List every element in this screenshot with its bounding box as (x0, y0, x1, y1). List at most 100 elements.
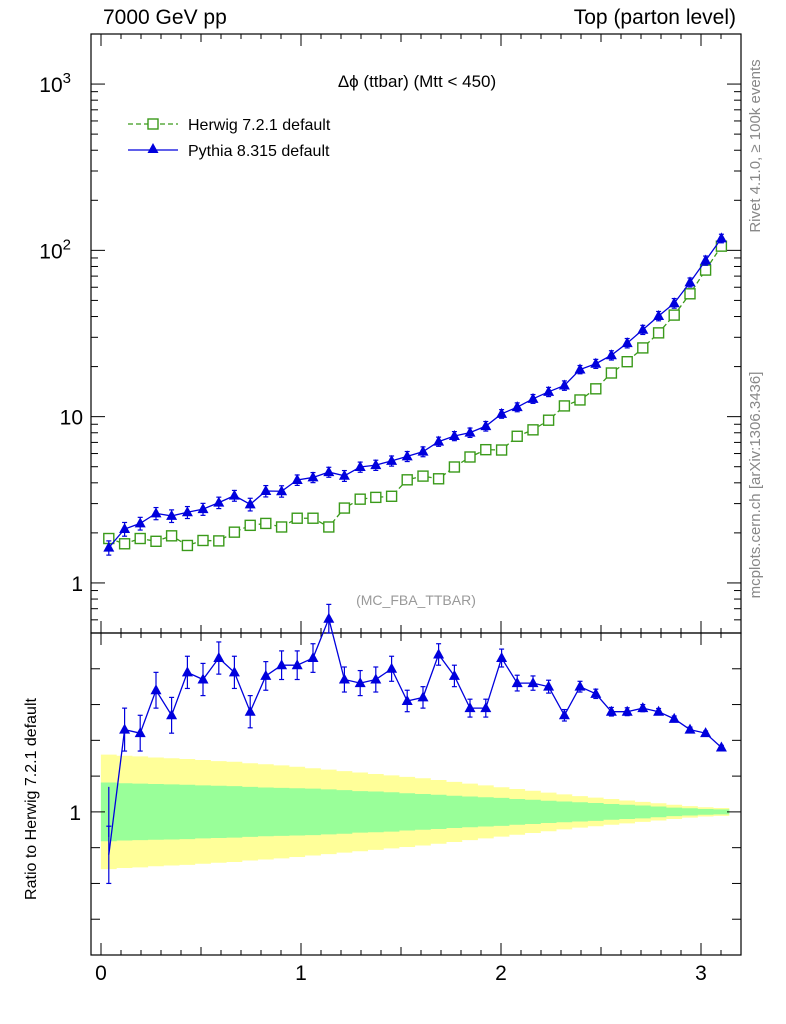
pythia-point (197, 503, 209, 514)
pythia-point (668, 297, 680, 308)
plot-title: Δϕ (ttbar) (Mtt < 450) (338, 72, 496, 91)
herwig-point (448, 461, 461, 473)
ratio-y-tick-label: 1 (69, 802, 81, 825)
herwig-point (118, 538, 131, 550)
herwig-point (165, 530, 178, 542)
ratio-point (386, 662, 398, 673)
pythia-point (323, 466, 335, 477)
pythia-point (700, 254, 712, 265)
mcplots-reference-label: mcplots.cern.ch [arXiv:1306.3436] (747, 372, 764, 599)
herwig-point (432, 473, 445, 485)
herwig-point (652, 327, 665, 339)
y-tick-label: 10 (60, 407, 83, 430)
herwig-point (370, 491, 382, 504)
x-tick-label: 0 (95, 962, 107, 985)
pythia-point (511, 401, 523, 412)
header-observable-label: Top (parton level) (573, 6, 736, 29)
pythia-point (543, 385, 555, 396)
herwig-point (228, 526, 241, 538)
ratio-point (181, 666, 193, 677)
pythia-point (401, 450, 413, 461)
y-tick-label: 102 (39, 236, 71, 263)
herwig-point (417, 470, 429, 482)
ratio-point (228, 666, 240, 677)
ratio-point (213, 652, 225, 663)
ratio-point (574, 680, 586, 691)
herwig-point (621, 356, 633, 368)
legend-pythia-marker (147, 143, 159, 153)
herwig-point (464, 451, 476, 463)
y-tick-label: 1 (71, 573, 83, 596)
pythia-point (307, 471, 319, 482)
ratio-point (307, 652, 319, 663)
pythia-point (166, 509, 178, 520)
ratio-point (338, 673, 350, 684)
herwig-point (684, 288, 696, 300)
ratio-point (621, 705, 633, 716)
herwig-point (668, 309, 680, 321)
herwig-point (699, 264, 712, 276)
herwig-point (590, 383, 602, 395)
pythia-point (558, 379, 570, 390)
x-tick-label: 1 (295, 962, 307, 985)
ratio-point (150, 684, 162, 695)
ratio-point (511, 677, 523, 688)
pythia-point (637, 323, 649, 334)
herwig-point (134, 532, 146, 545)
herwig-point (511, 430, 523, 442)
pythia-point (338, 469, 350, 480)
pythia-point (276, 485, 288, 496)
pythia-point (621, 337, 633, 348)
herwig-point (480, 443, 492, 456)
pythia-point (684, 276, 696, 287)
ratio-point (480, 702, 492, 713)
ratio-point (700, 727, 712, 738)
pythia-point (260, 485, 272, 496)
herwig-point (244, 519, 256, 532)
herwig-point (495, 444, 508, 456)
ratio-point (134, 727, 146, 738)
pythia-point (291, 473, 303, 484)
legend-herwig-marker (147, 118, 159, 130)
herwig-point (354, 493, 366, 505)
pythia-point (228, 489, 240, 500)
pythia-point (715, 232, 727, 243)
ratio-point (323, 612, 335, 623)
herwig-point (542, 414, 555, 426)
ratio-point (543, 680, 555, 691)
ratio-point (401, 694, 413, 705)
ratio-point (448, 669, 460, 680)
herwig-point (291, 512, 303, 524)
pythia-point (244, 498, 256, 509)
pythia-point (417, 445, 429, 456)
ratio-point (370, 673, 382, 684)
ratio-point (354, 677, 366, 688)
pythia-point (480, 420, 492, 431)
ratio-point (668, 712, 680, 723)
rivet-version-label: Rivet 4.1.0, ≥ 100k events (747, 59, 764, 232)
pythia-point (150, 507, 162, 518)
ratio-point (527, 677, 539, 688)
analysis-watermark: (MC_FBA_TTBAR) (356, 592, 476, 608)
ratio-point (590, 687, 602, 698)
herwig-point (637, 342, 649, 354)
pythia-point (653, 309, 665, 320)
herwig-line (108, 245, 722, 547)
herwig-point (197, 534, 209, 547)
ratio-point (653, 705, 665, 716)
ratio-point (605, 705, 617, 716)
legend-herwig-label: Herwig 7.2.1 default (188, 117, 331, 134)
legend-pythia-label: Pythia 8.315 default (188, 143, 330, 160)
herwig-point (307, 512, 319, 524)
pythia-point (103, 541, 115, 552)
pythia-point (134, 517, 146, 528)
main-panel: 1 10 102 103 Δϕ (ttbar) (Mtt < 450) (MC_FBA_T… (39, 33, 742, 634)
pythia-point (181, 506, 193, 517)
ratio-y-axis-label: Ratio to Herwig 7.2.1 default (23, 698, 40, 900)
herwig-point (558, 400, 571, 412)
herwig-point (181, 539, 194, 552)
ratio-point (244, 705, 256, 716)
ratio-band-inner (100, 782, 730, 842)
herwig-point (150, 535, 162, 547)
ratio-point (684, 723, 696, 734)
